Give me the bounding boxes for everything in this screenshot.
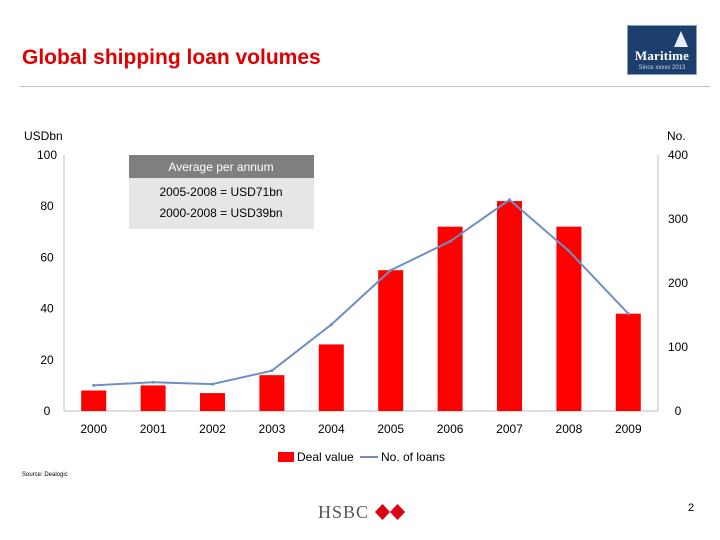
y-left-tick-label: 100 [37,148,57,162]
annotation-header: Average per annum [168,160,273,174]
loans-point [389,268,393,272]
loans-point [448,239,452,243]
bar [437,226,463,411]
x-tick-label: 2001 [140,422,167,436]
legend-bar-swatch [278,452,294,462]
hsbc-logo: HSBC [318,500,406,524]
bar [81,390,107,411]
x-tick-label: 2004 [318,422,345,436]
hsbc-hexagon-icon [375,504,406,520]
y-right-tick-label: 200 [668,276,688,290]
logo-subtitle: Since xxxxx 2013 [638,65,686,71]
x-tick-label: 2006 [437,422,464,436]
x-tick-label: 2005 [377,422,404,436]
x-tick-label: 2000 [80,422,107,436]
y-left-tick-label: 40 [40,302,54,316]
x-tick-label: 2003 [259,422,286,436]
y-axis-right-label: No. [667,129,686,143]
legend: Deal value No. of loans [278,450,445,464]
title-divider [20,86,710,87]
bar [200,393,225,411]
y-left-tick-label: 20 [40,353,54,367]
hsbc-wordmark: HSBC [318,501,370,522]
bar [140,385,166,411]
annotation-header-bg [129,155,314,178]
bar [378,270,404,411]
y-right-tick-label: 300 [668,212,688,226]
loans-point [626,312,630,316]
loans-line [93,198,630,387]
bar [615,313,641,411]
source-note: Source: Dealogic [22,472,68,478]
bar [497,201,522,411]
annotation-box: Average per annum 2005-2008 = USD71bn 20… [129,155,314,229]
x-tick-label: 2002 [199,422,226,436]
loans-point [92,383,96,387]
x-tick-label: 2007 [496,422,523,436]
loans-point [329,323,333,327]
loans-point [270,369,274,373]
loans-point [211,382,214,386]
page-number: 2 [688,502,695,514]
maritime-logo: Maritime Since xxxxx 2013 [627,25,697,75]
bar [259,375,285,411]
page-title: Global shipping loan volumes [22,46,321,69]
sail-icon [674,31,688,47]
y-right-tick-label: 400 [668,148,688,162]
y-left-tick-label: 0 [44,404,51,418]
loans-point [567,249,571,253]
annotation-body-bg [129,178,314,229]
y-right-tick-label: 100 [668,340,688,354]
logo-word: Maritime [634,48,690,63]
annotation-line-2: 2000-2008 = USD39bn [159,206,282,220]
y-left-tick-label: 60 [40,250,54,264]
loans-point [508,198,511,202]
y-axis-left-label: USDbn [24,129,63,143]
bar [318,344,344,411]
x-tick-label: 2009 [615,422,642,436]
x-tick-label: 2008 [556,422,583,436]
legend-bar-label: Deal value [297,450,354,464]
annotation-line-1: 2005-2008 = USD71bn [159,185,282,199]
bar [556,226,582,411]
y-right-tick-label: 0 [675,404,682,418]
loans-point [151,380,155,384]
legend-line-label: No. of loans [381,450,445,464]
y-left-tick-label: 80 [40,199,54,213]
